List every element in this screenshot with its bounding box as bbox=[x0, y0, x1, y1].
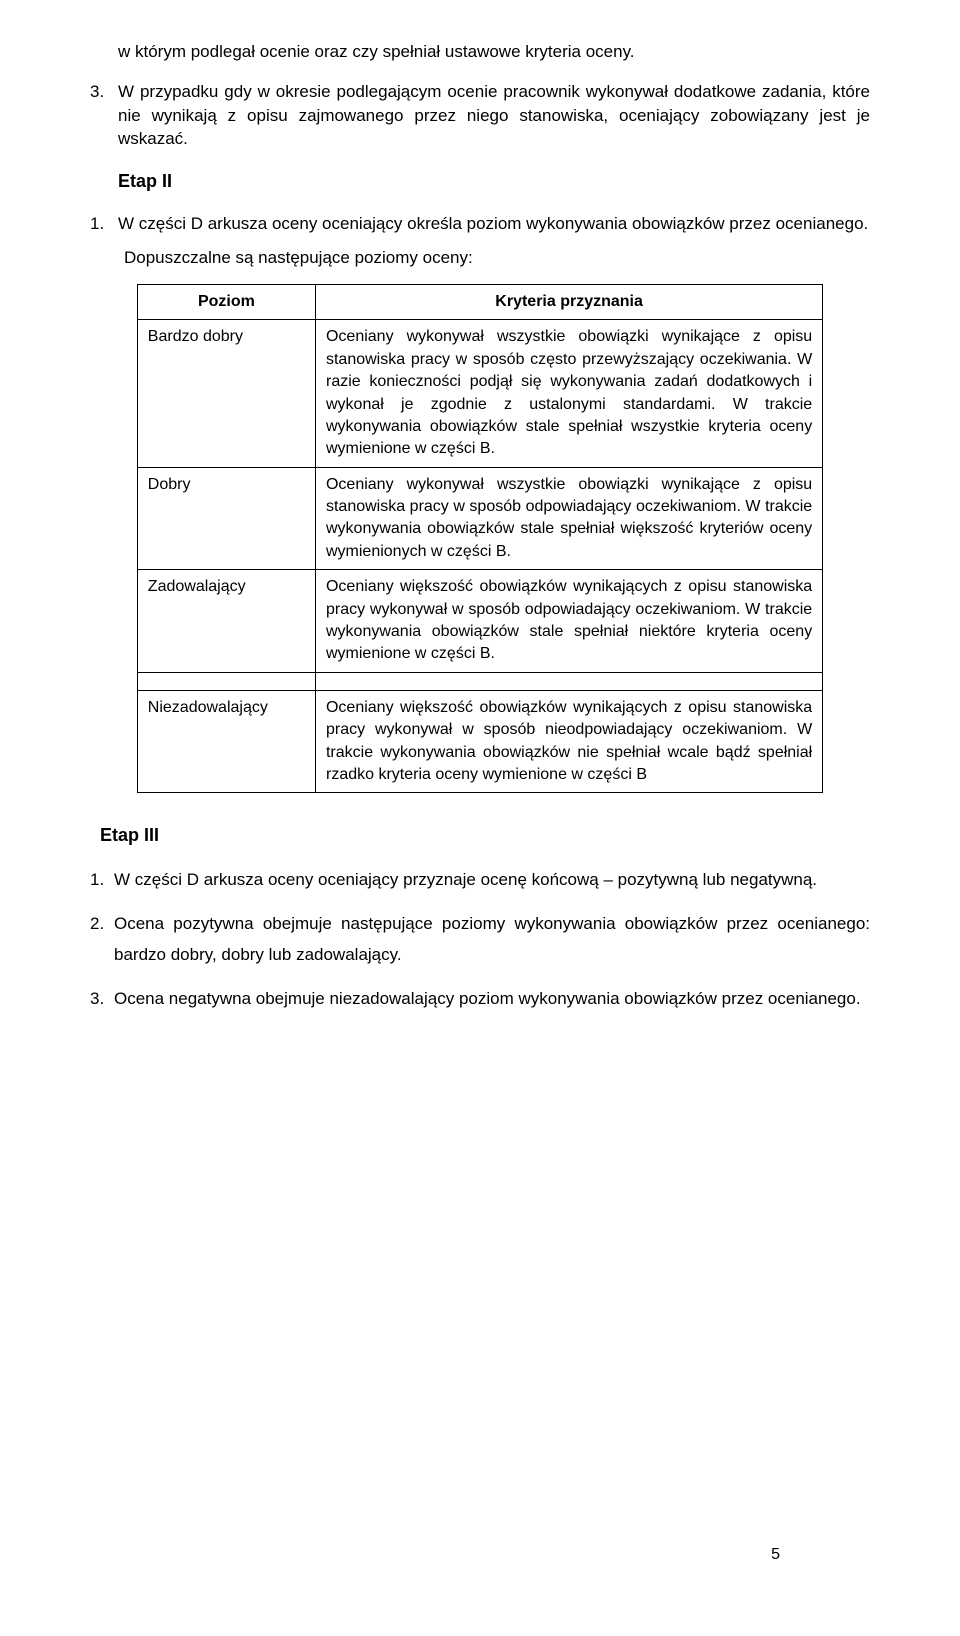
etap2-subtext: Dopuszczalne są następujące poziomy ocen… bbox=[96, 246, 870, 270]
criteria-table: Poziom Kryteria przyznania Bardzo dobry … bbox=[137, 284, 823, 793]
intro-text: w którym podlegał ocenie oraz czy spełni… bbox=[90, 40, 870, 64]
item-3-text: W przypadku gdy w okresie podlegającym o… bbox=[118, 80, 870, 151]
etap2-item-1: 1. W części D arkusza oceny oceniający o… bbox=[90, 212, 870, 236]
list-text: Ocena negatywna obejmuje niezadowalający… bbox=[114, 984, 870, 1015]
level-cell: Dobry bbox=[137, 467, 315, 570]
table-row: Dobry Oceniany wykonywał wszystkie obowi… bbox=[137, 467, 822, 570]
table-header-row: Poziom Kryteria przyznania bbox=[137, 284, 822, 319]
list-text: W części D arkusza oceny oceniający przy… bbox=[114, 865, 870, 896]
level-cell: Niezadowalający bbox=[137, 690, 315, 793]
etap3-item: 2. Ocena pozytywna obejmuje następujące … bbox=[90, 909, 870, 970]
item-3: 3. W przypadku gdy w okresie podlegający… bbox=[90, 80, 870, 151]
table-row: Bardzo dobry Oceniany wykonywał wszystki… bbox=[137, 320, 822, 467]
etap3-item: 1. W części D arkusza oceny oceniający p… bbox=[90, 865, 870, 896]
list-number: 1. bbox=[90, 865, 114, 896]
table-spacer bbox=[137, 672, 822, 690]
etap2-item-1-number: 1. bbox=[90, 212, 118, 236]
etap3-item: 3. Ocena negatywna obejmuje niezadowalaj… bbox=[90, 984, 870, 1015]
criteria-cell: Oceniany wykonywał wszystkie obowiązki w… bbox=[315, 320, 822, 467]
criteria-cell: Oceniany większość obowiązków wynikający… bbox=[315, 690, 822, 793]
item-3-number: 3. bbox=[90, 80, 118, 104]
etap2-item-1-text: W części D arkusza oceny oceniający okre… bbox=[118, 212, 870, 236]
table-row: Zadowalający Oceniany większość obowiązk… bbox=[137, 570, 822, 673]
list-number: 2. bbox=[90, 909, 114, 940]
criteria-cell: Oceniany większość obowiązków wynikający… bbox=[315, 570, 822, 673]
page-number: 5 bbox=[771, 1544, 780, 1566]
etap-3-heading: Etap III bbox=[100, 823, 870, 848]
header-kryteria: Kryteria przyznania bbox=[315, 284, 822, 319]
etap-2-heading: Etap II bbox=[118, 169, 870, 194]
list-text: Ocena pozytywna obejmuje następujące poz… bbox=[114, 909, 870, 970]
level-cell: Bardzo dobry bbox=[137, 320, 315, 467]
level-cell: Zadowalający bbox=[137, 570, 315, 673]
table-row: Niezadowalający Oceniany większość obowi… bbox=[137, 690, 822, 793]
list-number: 3. bbox=[90, 984, 114, 1015]
header-poziom: Poziom bbox=[137, 284, 315, 319]
criteria-cell: Oceniany wykonywał wszystkie obowiązki w… bbox=[315, 467, 822, 570]
